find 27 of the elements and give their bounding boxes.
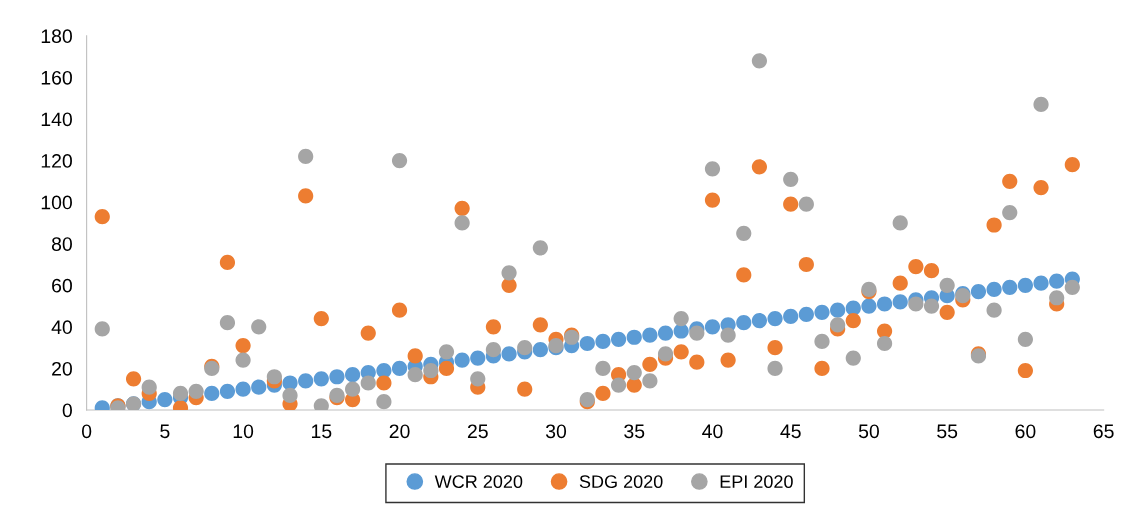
x-tick-label: 10 bbox=[233, 424, 254, 439]
x-tick-label: 60 bbox=[1015, 424, 1036, 439]
y-tick-label: 180 bbox=[41, 29, 72, 44]
x-tick-label: 15 bbox=[311, 424, 332, 439]
y-tick-label: 100 bbox=[41, 195, 72, 210]
x-tick-label: 50 bbox=[858, 424, 879, 439]
x-tick-label: 0 bbox=[81, 424, 92, 439]
x-tick-label: 35 bbox=[624, 424, 645, 439]
y-tick-label: 0 bbox=[62, 403, 72, 418]
y-tick-label: 20 bbox=[52, 361, 72, 376]
y-tick-label: 160 bbox=[41, 70, 72, 85]
y-tick-label: 120 bbox=[41, 154, 72, 168]
y-tick-label: 140 bbox=[41, 112, 72, 127]
x-tick-label: 5 bbox=[160, 424, 170, 439]
y-tick-label: 60 bbox=[52, 278, 72, 293]
x-tick-label: 65 bbox=[1093, 424, 1114, 439]
legend-label: SDG 2020 bbox=[579, 475, 663, 489]
x-tick-label: 55 bbox=[937, 424, 958, 439]
legend-label: EPI 2020 bbox=[720, 475, 793, 489]
x-tick-label: 40 bbox=[702, 424, 723, 439]
legend-label: WCR 2020 bbox=[434, 475, 523, 489]
y-tick-label: 40 bbox=[51, 320, 72, 335]
x-tick-label: 20 bbox=[389, 424, 410, 439]
x-tick-label: 25 bbox=[467, 424, 488, 439]
x-tick-label: 30 bbox=[545, 424, 567, 439]
y-tick-label: 80 bbox=[51, 237, 72, 251]
x-tick-label: 45 bbox=[780, 424, 801, 439]
